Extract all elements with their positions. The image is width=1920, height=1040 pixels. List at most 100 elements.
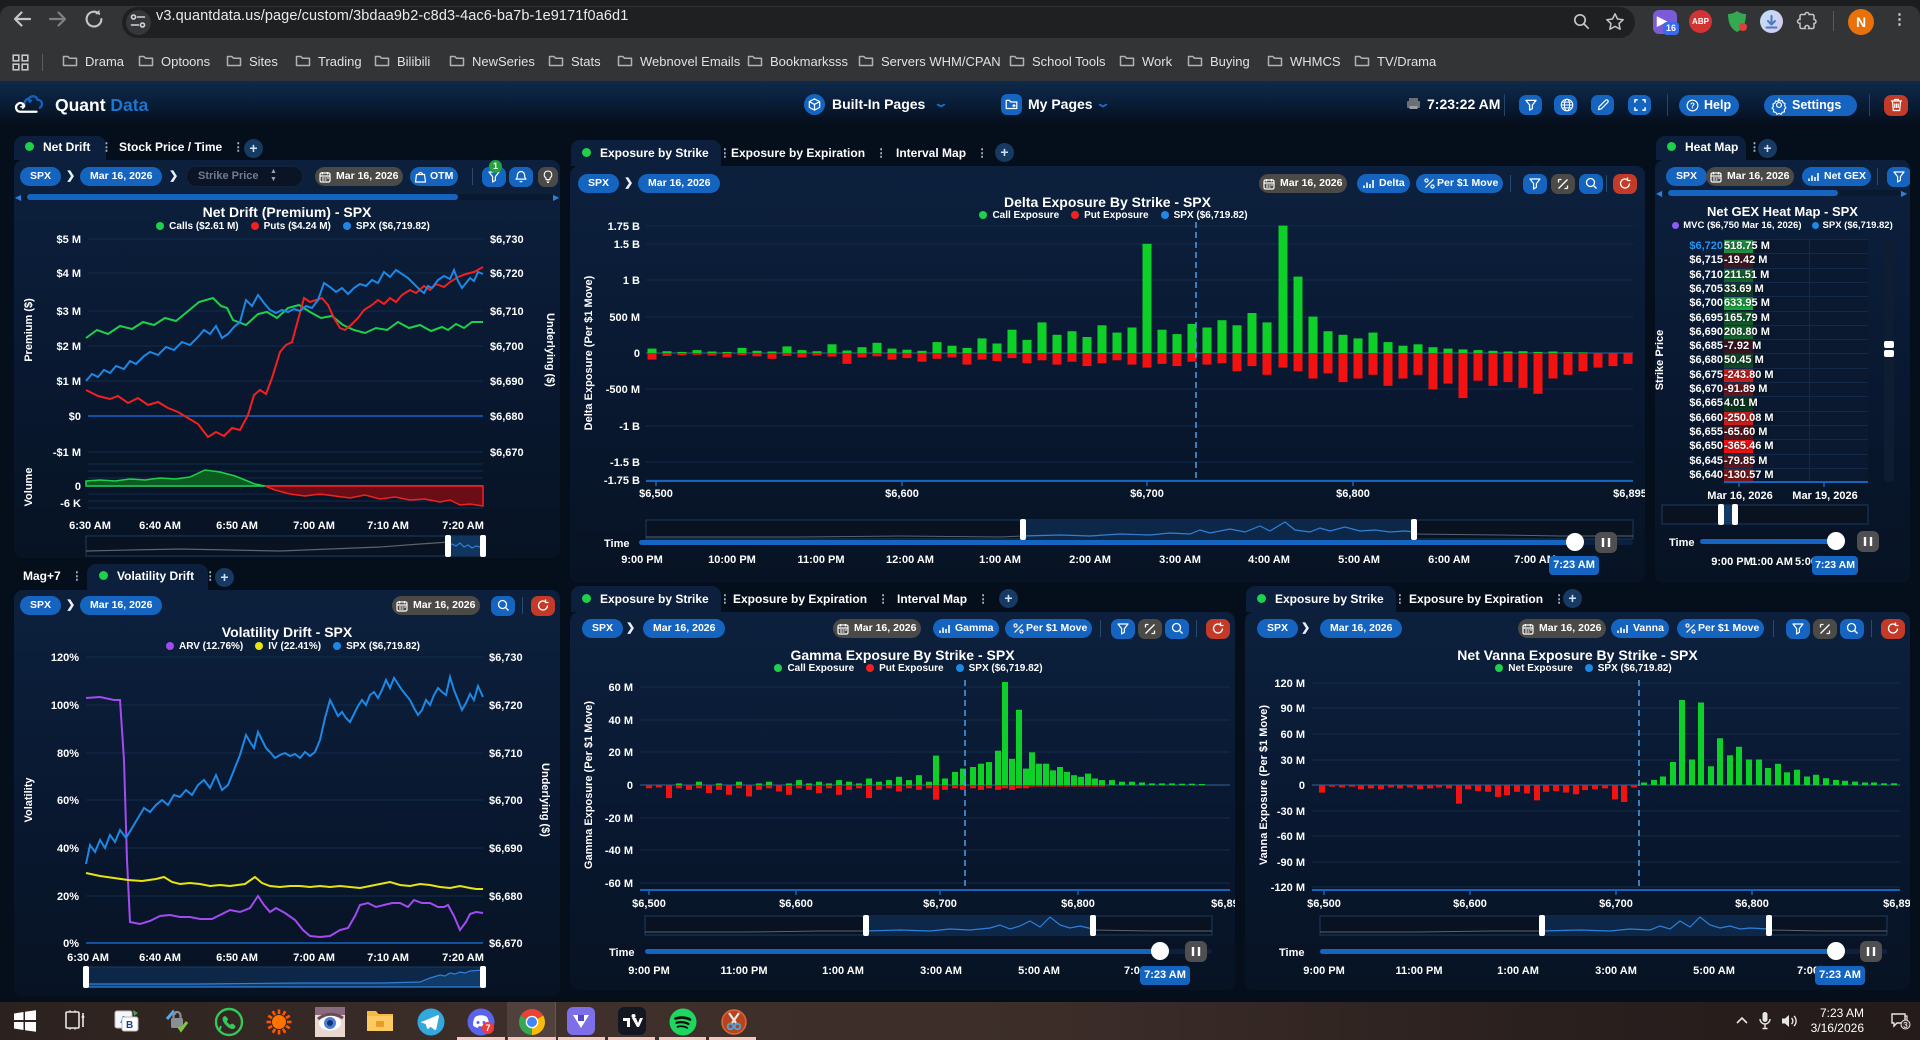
svg-text:10:00 PM: 10:00 PM [708, 554, 756, 566]
svg-text:$4 M: $4 M [57, 268, 81, 280]
svg-text:7:00 AM: 7:00 AM [293, 520, 335, 532]
svg-text:-1.75 B: -1.75 B [604, 475, 640, 487]
svg-text:3:00 AM: 3:00 AM [1595, 965, 1637, 977]
svg-text:B: B [126, 1020, 133, 1031]
svg-text:Underlying ($): Underlying ($) [539, 763, 551, 837]
svg-text:1 B: 1 B [623, 275, 640, 287]
svg-text:20 M: 20 M [609, 747, 633, 759]
svg-text:-1.5 B: -1.5 B [610, 457, 640, 469]
svg-text:6:00 AM: 6:00 AM [1428, 554, 1470, 566]
svg-text:1:00 AM: 1:00 AM [979, 554, 1021, 566]
svg-text:0%: 0% [63, 938, 79, 950]
svg-text:$6,600: $6,600 [885, 488, 919, 500]
svg-text:?: ? [1690, 102, 1695, 111]
svg-text:11:00 PM: 11:00 PM [720, 965, 767, 977]
svg-text:6:50 AM: 6:50 AM [216, 520, 258, 532]
svg-text:Underlying ($): Underlying ($) [544, 313, 556, 387]
svg-text:9:00 PM: 9:00 PM [1303, 965, 1345, 977]
svg-text:$6,720: $6,720 [489, 700, 523, 712]
svg-text:$6,670: $6,670 [489, 938, 523, 950]
svg-text:$5 M: $5 M [57, 234, 81, 246]
svg-text:Volatility: Volatility [23, 777, 35, 823]
svg-text:5:00 AM: 5:00 AM [1018, 965, 1060, 977]
svg-text:Mar 16, 2026: Mar 16, 2026 [1707, 490, 1772, 502]
svg-text:20%: 20% [57, 891, 79, 903]
svg-text:Time: Time [609, 947, 634, 959]
svg-text:$6,730: $6,730 [489, 652, 523, 664]
svg-text:9:00 PM: 9:00 PM [621, 554, 663, 566]
svg-text:6:40 AM: 6:40 AM [139, 520, 181, 532]
svg-text:0: 0 [634, 348, 640, 360]
svg-text:7:00 AM: 7:00 AM [1514, 554, 1556, 566]
svg-text:5:00 AM: 5:00 AM [1338, 554, 1380, 566]
svg-text:$1 M: $1 M [57, 376, 81, 388]
svg-text:60 M: 60 M [1281, 729, 1305, 741]
svg-text:-1 B: -1 B [619, 421, 640, 433]
svg-text:120 M: 120 M [1274, 678, 1305, 690]
svg-text:40 M: 40 M [609, 715, 633, 727]
svg-text:7:00 AM: 7:00 AM [293, 952, 335, 964]
svg-text:Strike Price: Strike Price [1655, 330, 1666, 391]
svg-text:0: 0 [627, 780, 633, 792]
svg-text:80%: 80% [57, 748, 79, 760]
svg-text:7: 7 [485, 1023, 490, 1033]
svg-text:3:00 AM: 3:00 AM [1159, 554, 1201, 566]
svg-text:$6,600: $6,600 [779, 898, 813, 910]
svg-text:$3 M: $3 M [57, 306, 81, 318]
svg-text:-60 M: -60 M [1277, 831, 1305, 843]
svg-text:3:00 AM: 3:00 AM [920, 965, 962, 977]
svg-text:$6,895: $6,895 [1883, 898, 1910, 910]
svg-text:60%: 60% [57, 795, 79, 807]
svg-text:$6,730: $6,730 [490, 234, 524, 246]
svg-text:Mar 19, 2026: Mar 19, 2026 [1792, 490, 1857, 502]
svg-text:$6,800: $6,800 [1061, 898, 1095, 910]
svg-text:3: 3 [1903, 1021, 1908, 1030]
svg-text:-30 M: -30 M [1277, 806, 1305, 818]
svg-text:Gamma Exposure (Per $1 Move): Gamma Exposure (Per $1 Move) [583, 701, 595, 869]
svg-text:$6,700: $6,700 [1599, 898, 1633, 910]
svg-text:Volume: Volume [23, 468, 35, 507]
svg-text:$6,690: $6,690 [490, 376, 524, 388]
svg-text:Time: Time [1669, 537, 1694, 549]
svg-text:0: 0 [75, 481, 81, 493]
svg-text:Time: Time [1279, 947, 1304, 959]
svg-text:90 M: 90 M [1281, 703, 1305, 715]
svg-text:9:00 PM: 9:00 PM [628, 965, 670, 977]
svg-text:-500 M: -500 M [606, 384, 640, 396]
svg-text:$6,680: $6,680 [489, 891, 523, 903]
svg-text:6:50 AM: 6:50 AM [216, 952, 258, 964]
svg-text:9:00 PM: 9:00 PM [1711, 556, 1753, 568]
svg-text:7:10 AM: 7:10 AM [367, 952, 409, 964]
svg-text:$6,700: $6,700 [923, 898, 957, 910]
svg-text:1:00 AM: 1:00 AM [1751, 556, 1793, 568]
svg-text:$6,895: $6,895 [1613, 488, 1645, 500]
svg-text:7:10 AM: 7:10 AM [367, 520, 409, 532]
svg-text:-6 K: -6 K [60, 498, 81, 510]
svg-text:7:20 AM: 7:20 AM [442, 520, 484, 532]
svg-text:-120 M: -120 M [1271, 882, 1305, 894]
svg-text:30 M: 30 M [1281, 755, 1305, 767]
svg-text:$0: $0 [69, 411, 81, 423]
svg-text:$6,895: $6,895 [1211, 898, 1235, 910]
svg-text:Time: Time [604, 538, 629, 550]
svg-text:4:00 AM: 4:00 AM [1248, 554, 1290, 566]
svg-text:-90 M: -90 M [1277, 857, 1305, 869]
svg-text:0: 0 [1299, 780, 1305, 792]
svg-text:120%: 120% [51, 652, 79, 664]
svg-text:$6,690: $6,690 [489, 843, 523, 855]
svg-text:$6,680: $6,680 [490, 411, 524, 423]
svg-text:$6,700: $6,700 [489, 795, 523, 807]
svg-text:11:00 PM: 11:00 PM [1395, 965, 1442, 977]
svg-text:Vanna Exposure (Per $1 Move): Vanna Exposure (Per $1 Move) [1258, 705, 1270, 866]
svg-text:-60 M: -60 M [605, 878, 633, 890]
svg-text:60 M: 60 M [609, 682, 633, 694]
svg-text:5:00 AM: 5:00 AM [1693, 965, 1735, 977]
svg-text:1:00 AM: 1:00 AM [1497, 965, 1539, 977]
svg-text:$6,720: $6,720 [490, 268, 524, 280]
svg-text:$6,670: $6,670 [490, 447, 524, 459]
svg-text:$6,500: $6,500 [632, 898, 666, 910]
svg-text:$6,500: $6,500 [1307, 898, 1341, 910]
svg-text:$6,500: $6,500 [639, 488, 673, 500]
svg-text:Delta Exposure (Per $1 Move): Delta Exposure (Per $1 Move) [583, 275, 595, 430]
svg-text:$6,710: $6,710 [490, 306, 524, 318]
